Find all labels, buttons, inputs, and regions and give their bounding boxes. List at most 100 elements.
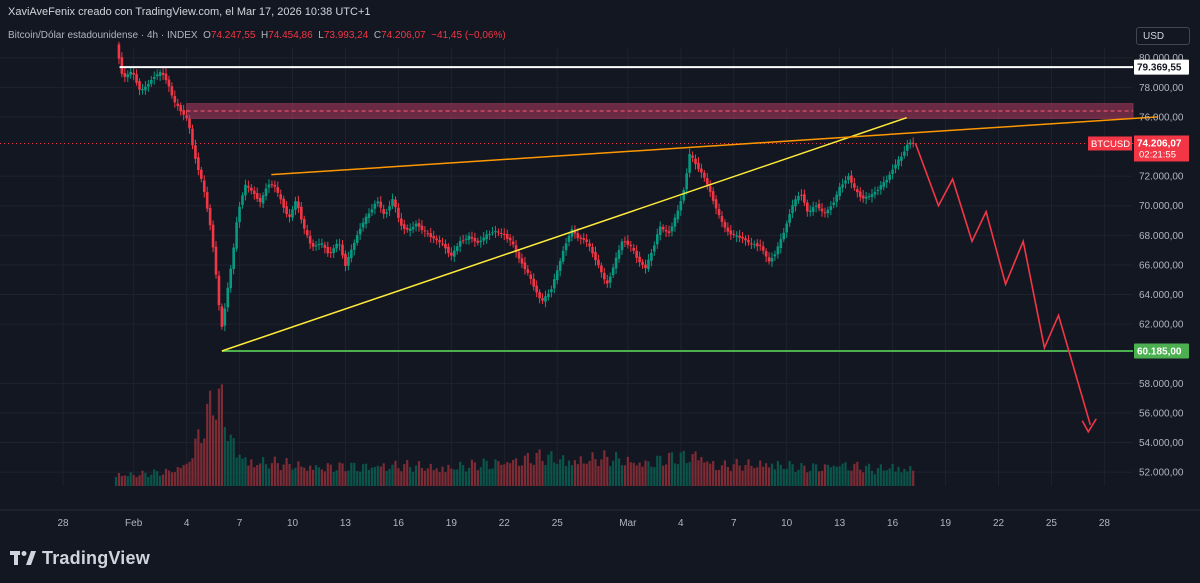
time-tick-label: 13 <box>340 518 352 529</box>
price-tick-label: 58.000,00 <box>1139 379 1184 390</box>
volume-bar <box>656 455 659 486</box>
candle-body <box>600 265 603 273</box>
volume-bar <box>612 460 615 486</box>
candle-body <box>844 180 847 184</box>
volume-bar <box>820 470 824 486</box>
volume-bar <box>479 467 482 486</box>
time-tick-label: 28 <box>1099 518 1111 529</box>
candle-body <box>573 230 577 234</box>
tradingview-logo[interactable]: TradingView <box>10 548 150 569</box>
volume-bar <box>188 461 191 486</box>
volume-bar <box>311 469 315 486</box>
candle-body <box>553 279 556 289</box>
candle-body <box>288 214 291 217</box>
volume-series <box>114 384 915 486</box>
volume-bar <box>803 465 806 486</box>
volume-bar <box>641 466 644 486</box>
volume-bar <box>865 465 868 486</box>
volume-bar <box>614 452 618 486</box>
volume-bar <box>417 461 421 486</box>
volume-bar <box>562 455 565 486</box>
candle-body <box>429 233 433 238</box>
volume-bar <box>894 471 897 486</box>
volume-bar <box>664 464 668 486</box>
volume-bar <box>785 468 788 486</box>
volume-bar <box>597 466 600 486</box>
symbol-name[interactable]: Bitcoin/Dólar estadounidense · 4h · INDE… <box>8 30 198 41</box>
candle-body <box>450 252 453 256</box>
volume-bar <box>156 471 159 486</box>
candle-body <box>276 187 280 193</box>
volume-bar <box>382 463 385 486</box>
candle-body <box>305 230 309 236</box>
candle-body <box>164 73 168 81</box>
volume-bar <box>712 461 715 486</box>
candle-body <box>452 250 456 257</box>
volume-bar <box>332 471 335 486</box>
volume-bar <box>126 476 129 486</box>
volume-bar <box>147 476 150 486</box>
candle-body <box>658 226 662 236</box>
volume-bar <box>567 460 571 486</box>
volume-bar <box>767 467 771 486</box>
price-tick-label: 78.000,00 <box>1139 83 1184 94</box>
tradingview-logo-text: TradingView <box>42 548 150 568</box>
volume-bar <box>617 458 621 486</box>
volume-bar <box>432 470 435 486</box>
volume-bar <box>129 472 132 486</box>
candle-body <box>267 184 271 188</box>
candle-body <box>150 79 153 84</box>
candle-body <box>173 95 177 103</box>
volume-bar <box>888 468 891 486</box>
candle-body <box>788 214 791 223</box>
volume-bar <box>367 470 371 486</box>
candle-body <box>667 231 671 233</box>
volume-bar <box>682 450 685 486</box>
candle-body <box>764 251 768 257</box>
volume-bar <box>414 465 418 486</box>
candle-body <box>179 105 183 112</box>
candle-body <box>264 188 268 197</box>
candle-body <box>776 246 780 255</box>
volume-bar <box>744 465 747 486</box>
candle-body <box>494 231 497 233</box>
volume-bar <box>270 463 274 486</box>
candle-body <box>894 164 897 169</box>
candle-body <box>214 246 218 275</box>
candle-body <box>220 306 224 327</box>
candle-body <box>691 155 694 158</box>
volume-bar <box>688 461 691 486</box>
open-label: O <box>203 30 211 41</box>
candle-body <box>608 276 612 283</box>
symbol-info-bar: Bitcoin/Dólar estadounidense · 4h · INDE… <box>8 30 506 41</box>
volume-bar <box>388 468 391 486</box>
volume-bar <box>373 467 376 486</box>
candle-body <box>682 190 686 201</box>
volume-bar <box>729 471 732 486</box>
volume-bar <box>885 470 888 486</box>
candle-body <box>694 158 697 165</box>
volume-bar <box>164 468 168 486</box>
candle-body <box>767 257 771 262</box>
candle-body <box>753 244 756 246</box>
candle-body <box>338 244 341 246</box>
volume-bar <box>591 452 594 486</box>
candle-body <box>379 201 383 208</box>
volume-bar <box>259 463 262 486</box>
volume-bar <box>912 470 915 486</box>
volume-bar <box>535 452 538 486</box>
tradingview-logo-icon <box>10 550 36 565</box>
candle-body <box>202 180 206 192</box>
volume-bar <box>288 464 291 486</box>
volume-bar <box>211 415 215 486</box>
candle-body <box>638 256 641 263</box>
volume-bar <box>732 464 735 486</box>
price-chart[interactable]: 52.000,00 54.000,00 56.000,00 58.000,00 62.0… <box>0 0 1200 540</box>
volume-bar <box>585 463 588 486</box>
volume-bar <box>329 464 332 486</box>
volume-bar <box>620 465 624 486</box>
current-price-symbol-bg <box>1088 136 1132 151</box>
volume-bar <box>735 458 738 486</box>
currency-button[interactable]: USD <box>1136 27 1190 45</box>
volume-bar <box>123 475 126 486</box>
